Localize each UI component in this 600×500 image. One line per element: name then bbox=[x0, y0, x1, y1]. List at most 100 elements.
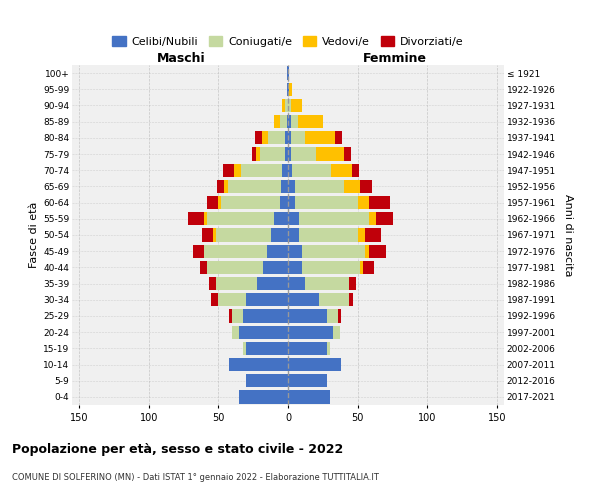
Bar bbox=[202, 228, 213, 241]
Bar bbox=[299, 228, 358, 241]
Bar bbox=[344, 180, 361, 193]
Bar bbox=[246, 374, 288, 388]
Bar bbox=[280, 115, 287, 128]
Bar bbox=[252, 148, 256, 160]
Bar bbox=[352, 164, 359, 177]
Bar bbox=[344, 148, 351, 160]
Bar bbox=[288, 131, 291, 144]
Bar bbox=[295, 196, 358, 209]
Bar bbox=[358, 196, 369, 209]
Bar bbox=[361, 260, 363, 274]
Bar bbox=[218, 196, 221, 209]
Bar bbox=[244, 310, 288, 322]
Bar bbox=[246, 293, 288, 306]
Bar bbox=[302, 244, 365, 258]
Bar bbox=[239, 390, 288, 404]
Bar bbox=[260, 148, 285, 160]
Bar bbox=[365, 228, 382, 241]
Bar bbox=[193, 244, 205, 258]
Bar bbox=[288, 212, 299, 226]
Bar bbox=[298, 115, 323, 128]
Bar bbox=[327, 310, 338, 322]
Bar bbox=[229, 310, 232, 322]
Bar bbox=[257, 277, 288, 290]
Bar bbox=[246, 342, 288, 355]
Y-axis label: Anni di nascita: Anni di nascita bbox=[563, 194, 572, 276]
Bar bbox=[221, 196, 280, 209]
Bar bbox=[207, 260, 263, 274]
Bar bbox=[288, 148, 291, 160]
Bar bbox=[285, 131, 288, 144]
Bar bbox=[288, 228, 299, 241]
Bar bbox=[229, 358, 288, 371]
Bar bbox=[363, 260, 374, 274]
Bar bbox=[288, 358, 341, 371]
Bar bbox=[338, 310, 341, 322]
Bar bbox=[332, 326, 340, 339]
Bar bbox=[223, 164, 233, 177]
Bar bbox=[287, 66, 288, 80]
Bar bbox=[244, 342, 246, 355]
Bar bbox=[335, 131, 343, 144]
Bar bbox=[217, 180, 224, 193]
Bar bbox=[285, 148, 288, 160]
Bar bbox=[288, 374, 327, 388]
Bar bbox=[305, 131, 335, 144]
Bar bbox=[287, 115, 288, 128]
Bar bbox=[292, 164, 331, 177]
Bar bbox=[369, 212, 376, 226]
Bar bbox=[256, 148, 260, 160]
Bar bbox=[287, 82, 288, 96]
Bar bbox=[274, 212, 288, 226]
Bar bbox=[291, 99, 302, 112]
Bar bbox=[288, 180, 295, 193]
Bar bbox=[327, 342, 330, 355]
Bar bbox=[207, 212, 274, 226]
Bar bbox=[291, 148, 316, 160]
Bar bbox=[283, 99, 285, 112]
Bar bbox=[209, 277, 215, 290]
Bar bbox=[288, 390, 330, 404]
Bar bbox=[299, 212, 369, 226]
Bar bbox=[288, 66, 289, 80]
Bar bbox=[358, 228, 365, 241]
Bar bbox=[213, 228, 215, 241]
Bar bbox=[349, 277, 356, 290]
Text: Popolazione per età, sesso e stato civile - 2022: Popolazione per età, sesso e stato civil… bbox=[12, 442, 343, 456]
Y-axis label: Fasce di età: Fasce di età bbox=[29, 202, 39, 268]
Bar bbox=[254, 131, 262, 144]
Bar bbox=[215, 277, 257, 290]
Bar bbox=[288, 326, 332, 339]
Bar bbox=[319, 293, 349, 306]
Bar bbox=[288, 293, 319, 306]
Bar bbox=[302, 260, 361, 274]
Bar bbox=[211, 293, 218, 306]
Bar bbox=[288, 244, 302, 258]
Bar bbox=[280, 196, 288, 209]
Bar bbox=[289, 82, 292, 96]
Text: Maschi: Maschi bbox=[157, 52, 205, 65]
Bar bbox=[268, 131, 285, 144]
Bar bbox=[239, 326, 288, 339]
Bar bbox=[288, 342, 327, 355]
Bar bbox=[224, 180, 228, 193]
Bar bbox=[288, 277, 305, 290]
Bar bbox=[331, 164, 352, 177]
Bar bbox=[281, 180, 288, 193]
Bar bbox=[288, 310, 327, 322]
Text: Femmine: Femmine bbox=[364, 52, 427, 65]
Bar bbox=[271, 228, 288, 241]
Bar bbox=[285, 99, 288, 112]
Bar bbox=[283, 164, 288, 177]
Bar bbox=[288, 82, 289, 96]
Bar bbox=[267, 244, 288, 258]
Bar bbox=[365, 244, 369, 258]
Text: COMUNE DI SOLFERINO (MN) - Dati ISTAT 1° gennaio 2022 - Elaborazione TUTTITALIA.: COMUNE DI SOLFERINO (MN) - Dati ISTAT 1°… bbox=[12, 472, 379, 482]
Bar bbox=[205, 212, 207, 226]
Bar bbox=[207, 196, 218, 209]
Bar bbox=[218, 293, 246, 306]
Bar bbox=[228, 180, 281, 193]
Bar bbox=[288, 99, 291, 112]
Bar bbox=[232, 310, 244, 322]
Bar bbox=[188, 212, 205, 226]
